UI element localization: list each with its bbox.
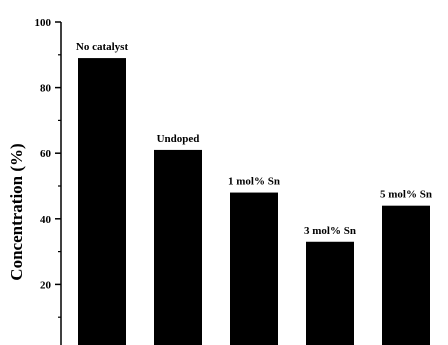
y-tick-label: 80 (40, 83, 52, 95)
bar (382, 205, 430, 345)
bar-data-label: Undoped (157, 133, 200, 145)
y-tick-label: 20 (40, 279, 52, 291)
bar-data-label: 3 mol% Sn (304, 225, 356, 237)
y-tick-label: 100 (35, 17, 52, 29)
bar (78, 58, 126, 345)
bar (306, 241, 354, 345)
bars (78, 58, 430, 345)
y-tick-label: 40 (40, 214, 52, 226)
bar-data-label: No catalyst (76, 41, 129, 53)
bar-data-label: 5 mol% Sn (380, 189, 432, 201)
bar-data-label: 1 mol% Sn (228, 176, 280, 188)
y-axis: 020406080100 (35, 17, 62, 345)
data-labels: No catalyst Undoped 1 mol% Sn 3 mol% Sn 5 mo… (76, 41, 432, 237)
y-tick-label: 60 (40, 148, 52, 160)
bar (154, 149, 202, 345)
bar (230, 192, 278, 345)
y-axis-title: Concentration (%) (7, 143, 26, 280)
